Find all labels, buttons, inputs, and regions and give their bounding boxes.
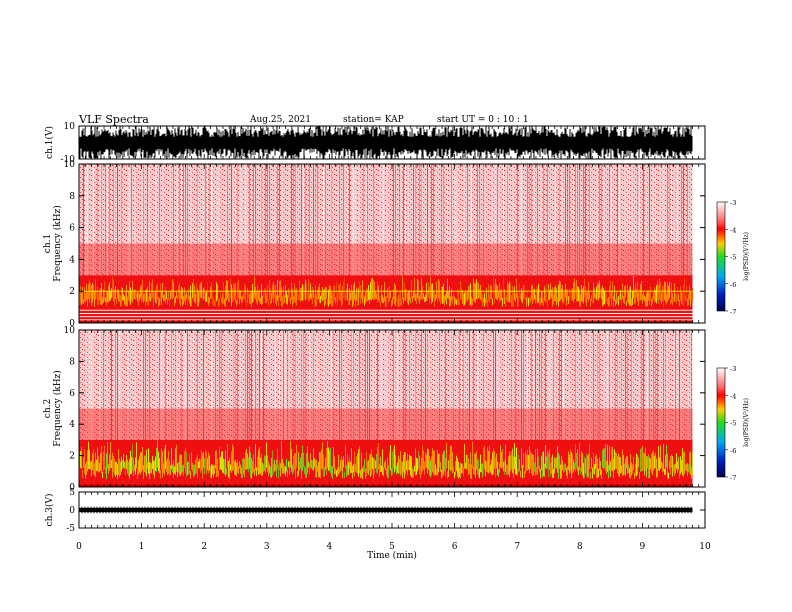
ch2-ylabel-channel: ch.2 [43, 399, 53, 418]
colorbar-tick-label: -3 [730, 199, 736, 207]
y-tick-label: 8 [69, 357, 75, 367]
x-tick-label: 3 [264, 542, 270, 552]
y-tick-label: 4 [69, 255, 75, 265]
x-tick-label: 10 [699, 542, 711, 552]
y-tick-label: 8 [69, 192, 75, 202]
chart-title: VLF Spectra [79, 113, 149, 126]
y-tick-label: 10 [64, 122, 76, 132]
ch2-spectrogram [79, 330, 693, 487]
colorbar-tick-label: -6 [730, 281, 736, 289]
start-time-label: start UT = 0 : 10 : 1 [437, 115, 529, 125]
x-tick-label: 7 [514, 542, 520, 552]
x-tick-label: 6 [452, 542, 458, 552]
y-tick-label: 2 [69, 287, 75, 297]
y-tick-label: 10 [64, 160, 76, 170]
ch1-ylabel-frequency: Frequency (kHz) [52, 205, 63, 282]
date-label: Aug.25, 2021 [250, 115, 311, 125]
y-tick-label: -10 [61, 155, 76, 165]
y-tick-label: 10 [64, 326, 76, 336]
ch2-colorbar-label: log(PSD)(V²/Hz) [743, 398, 750, 447]
x-tick-label: 1 [139, 542, 145, 552]
y-tick-label: 6 [69, 224, 75, 234]
colorbar-tick-label: -7 [730, 308, 736, 316]
y-tick-label: 0 [69, 483, 75, 493]
colorbar-tick-label: -5 [730, 254, 736, 262]
ch1-waveform [78, 126, 693, 159]
x-tick-label: 8 [577, 542, 583, 552]
x-tick-label: 0 [76, 542, 82, 552]
x-axis-label: Time (min) [367, 550, 417, 561]
x-tick-label: 4 [327, 542, 333, 552]
ch1-spectrogram [79, 164, 693, 323]
colorbar-tick-label: -3 [730, 365, 736, 373]
ch3-waveform [78, 506, 693, 514]
y-tick-label: 5 [69, 488, 75, 498]
colorbar-tick-label: -5 [730, 420, 736, 428]
y-tick-label: 0 [69, 506, 75, 516]
y-tick-label: 6 [69, 389, 75, 399]
y-tick-label: 4 [69, 420, 75, 430]
ch1-ylabel: ch.1(V) [44, 126, 55, 159]
ch2-colorbar [716, 367, 726, 478]
x-tick-label: 2 [201, 542, 207, 552]
x-tick-label: 9 [640, 542, 646, 552]
ch3-ylabel: ch.3(V) [44, 494, 55, 527]
colorbar-tick-label: -4 [730, 392, 736, 400]
y-tick-label: 2 [69, 452, 75, 462]
station-label: station= KAP [343, 115, 404, 125]
colorbar-tick-label: -6 [730, 447, 736, 455]
x-tick-label: 5 [389, 542, 395, 552]
ch1-colorbar [716, 201, 726, 312]
colorbar-tick-label: -4 [730, 226, 736, 234]
y-tick-label: 0 [69, 319, 75, 329]
ch1-colorbar-label: log(PSD)(V²/Hz) [743, 232, 750, 281]
y-tick-label: -5 [66, 524, 75, 534]
colorbar-tick-label: -7 [730, 474, 736, 482]
ch1-ylabel-channel: ch.1 [43, 234, 53, 253]
ch2-ylabel-frequency: Frequency (kHz) [52, 370, 63, 447]
